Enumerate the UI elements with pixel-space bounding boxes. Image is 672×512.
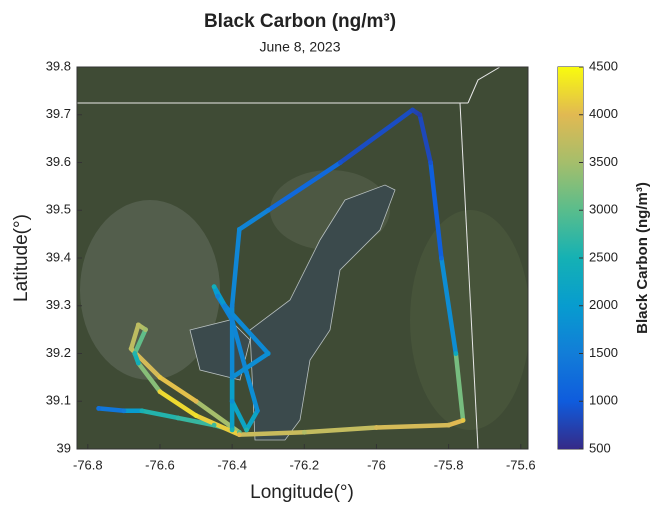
track-segment xyxy=(237,430,307,437)
colorbar-label: Black Carbon (ng/m³) xyxy=(634,182,651,334)
track-segment xyxy=(136,360,163,394)
track-segment xyxy=(428,160,444,261)
track-point xyxy=(460,417,466,423)
track-segment xyxy=(338,107,415,165)
track-point xyxy=(301,429,307,435)
chart-subtitle: June 8, 2023 xyxy=(260,39,341,55)
track-segment xyxy=(237,208,271,232)
track-point xyxy=(255,408,260,414)
track-segment xyxy=(229,351,271,380)
track-segment xyxy=(229,227,242,308)
track-point xyxy=(139,408,145,414)
x-tick-label: -76.4 xyxy=(217,457,247,472)
track-point xyxy=(410,107,415,113)
colorbar xyxy=(558,67,583,449)
x-tick-label: -76.6 xyxy=(145,457,175,472)
track-segment xyxy=(229,317,249,375)
track-segment xyxy=(128,322,141,351)
track-segment xyxy=(139,408,181,421)
track-point xyxy=(374,425,379,430)
track-point xyxy=(236,432,242,438)
track-point xyxy=(244,370,249,375)
track-point xyxy=(229,317,235,323)
track-segment xyxy=(157,389,199,418)
y-tick-label: 39.6 xyxy=(46,154,71,169)
track-point xyxy=(446,422,452,428)
x-tick-label: -76 xyxy=(367,457,386,472)
track-point xyxy=(193,413,199,418)
chart-title: Black Carbon (ng/m³) xyxy=(204,11,396,32)
colorbar-tick-label: 4000 xyxy=(589,106,618,121)
track-point xyxy=(229,303,235,309)
track-point xyxy=(417,112,423,118)
x-tick-label: -76.8 xyxy=(73,457,103,472)
track-point xyxy=(143,327,148,333)
track-segment xyxy=(222,303,271,356)
y-tick-label: 39 xyxy=(57,440,71,455)
track-segment xyxy=(439,255,459,356)
track-point xyxy=(211,422,217,428)
y-tick-label: 39.4 xyxy=(46,249,71,264)
track-segment xyxy=(229,399,249,433)
x-axis-label: Longitude(°) xyxy=(250,482,354,503)
track-point xyxy=(439,255,444,261)
track-point xyxy=(132,351,138,356)
track-point xyxy=(193,398,199,404)
track-segment xyxy=(453,351,466,423)
track-point xyxy=(175,415,181,421)
track-segment xyxy=(417,112,433,165)
track-point xyxy=(265,351,271,356)
colorbar-tick-label: 2000 xyxy=(589,297,618,312)
track-segment xyxy=(244,370,260,414)
track-point xyxy=(128,346,134,352)
track-segment xyxy=(374,422,451,430)
track-point xyxy=(229,398,235,404)
track-point xyxy=(135,360,141,366)
track-point xyxy=(428,160,433,165)
track-point xyxy=(121,408,127,414)
track-segment xyxy=(157,375,199,404)
y-tick-label: 39.1 xyxy=(46,393,71,408)
track-point xyxy=(337,160,343,165)
track-segment xyxy=(446,418,466,428)
colorbar-tick-label: 2500 xyxy=(589,249,618,264)
x-tick-label: -75.6 xyxy=(506,457,536,472)
y-tick-label: 39.5 xyxy=(46,202,71,217)
track-point xyxy=(453,351,459,356)
colorbar-tick-label: 4500 xyxy=(589,58,618,73)
track-point xyxy=(244,427,249,433)
colorbar-tick-label: 1000 xyxy=(589,393,618,408)
colorbar-tick-label: 1500 xyxy=(589,345,618,360)
track-point xyxy=(157,389,163,395)
track-point xyxy=(215,293,221,299)
track-segment xyxy=(265,160,343,213)
track-point xyxy=(236,226,242,232)
track-segment xyxy=(132,327,148,356)
colorbar-tick-label: 3000 xyxy=(589,202,618,217)
x-tick-label: -76.2 xyxy=(289,457,319,472)
y-tick-label: 39.2 xyxy=(46,345,71,360)
colorbar-tick-label: 3500 xyxy=(589,154,618,169)
track-point xyxy=(96,406,102,411)
track-segment xyxy=(244,408,260,433)
y-axis-label: Latitude(°) xyxy=(11,214,32,302)
y-tick-label: 39.8 xyxy=(46,58,71,73)
track-point xyxy=(157,374,163,380)
colorbar-tick-label: 500 xyxy=(589,440,611,455)
track xyxy=(96,107,466,438)
track-point xyxy=(265,207,271,213)
track-point xyxy=(229,427,235,433)
track-point xyxy=(211,284,217,290)
track-segment xyxy=(175,415,217,428)
track-segment xyxy=(96,406,127,414)
track-point xyxy=(135,322,141,328)
x-tick-label: -75.8 xyxy=(434,457,464,472)
y-tick-label: 39.3 xyxy=(46,297,71,312)
track-segment xyxy=(302,425,379,435)
track-point xyxy=(229,374,235,380)
y-tick-label: 39.7 xyxy=(46,106,71,121)
track-point xyxy=(222,303,228,309)
